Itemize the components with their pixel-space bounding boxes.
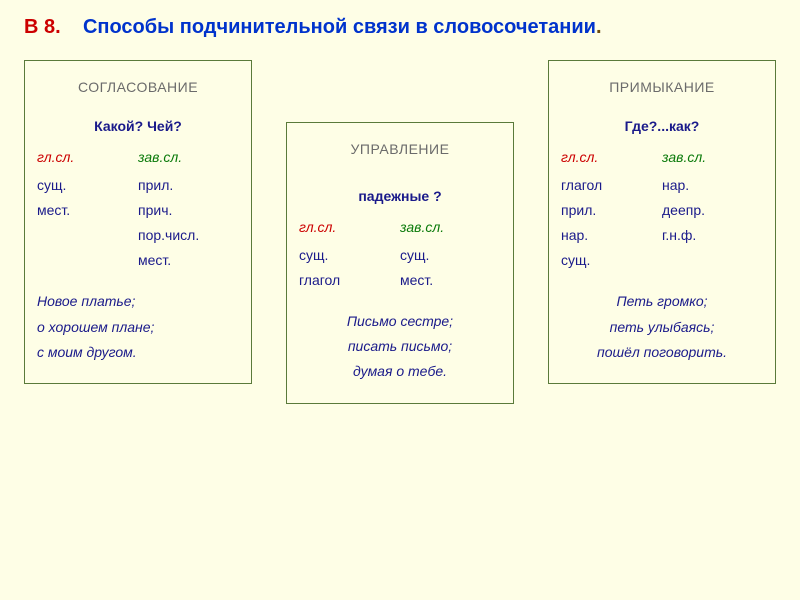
cell: мест.	[37, 198, 138, 223]
header-gl: гл.сл.	[37, 145, 138, 170]
page: В 8. Способы подчинительной связи в слов…	[0, 0, 800, 600]
right-col: нар. деепр. г.н.ф.	[662, 173, 763, 274]
cell: мест.	[138, 248, 239, 273]
cell: сущ.	[37, 173, 138, 198]
title-tail: .	[596, 16, 602, 38]
header-zv: зав.сл.	[662, 145, 763, 170]
box-primykanie-examples: Петь громко; петь улыбаясь; пошёл погово…	[561, 289, 763, 365]
box-soglasovanie: СОГЛАСОВАНИЕ Какой? Чей? гл.сл. зав.сл. …	[24, 60, 252, 384]
left-col: глагол прил. нар. сущ.	[561, 173, 662, 274]
example: Петь громко;	[561, 289, 763, 314]
cell: нар.	[662, 173, 763, 198]
box-upravlenie-title: УПРАВЛЕНИЕ	[299, 137, 501, 162]
right-col: сущ. мест.	[400, 243, 501, 293]
example: Новое платье;	[37, 289, 239, 314]
header-gl: гл.сл.	[561, 145, 662, 170]
cell: мест.	[400, 268, 501, 293]
box-upravlenie-question: падежные ?	[299, 184, 501, 209]
header-gl: гл.сл.	[299, 215, 400, 240]
cell: сущ.	[400, 243, 501, 268]
title-main: Способы подчинительной связи в словосоче…	[83, 16, 596, 38]
cell: прил.	[561, 198, 662, 223]
title-prefix: В 8.	[24, 16, 61, 38]
box-primykanie-grid: глагол прил. нар. сущ. нар. деепр. г.н.ф…	[561, 173, 763, 274]
example: писать письмо;	[299, 334, 501, 359]
cell: прил.	[138, 173, 239, 198]
box-upravlenie-header: гл.сл. зав.сл.	[299, 215, 501, 240]
example: пошёл поговорить.	[561, 340, 763, 365]
example: о хорошем плане;	[37, 315, 239, 340]
box-soglasovanie-examples: Новое платье; о хорошем плане; с моим др…	[37, 289, 239, 365]
header-zv: зав.сл.	[138, 145, 239, 170]
box-upravlenie-examples: Письмо сестре; писать письмо; думая о те…	[299, 309, 501, 385]
box-primykanie-title: ПРИМЫКАНИЕ	[561, 75, 763, 100]
cell: прич.	[138, 198, 239, 223]
left-col: сущ. глагол	[299, 243, 400, 293]
box-primykanie-header: гл.сл. зав.сл.	[561, 145, 763, 170]
example: думая о тебе.	[299, 359, 501, 384]
cell: сущ.	[299, 243, 400, 268]
box-upravlenie: УПРАВЛЕНИЕ падежные ? гл.сл. зав.сл. сущ…	[286, 122, 514, 404]
box-soglasovanie-grid: сущ. мест. прил. прич. пор.числ. мест.	[37, 173, 239, 274]
box-soglasovanie-question: Какой? Чей?	[37, 114, 239, 139]
columns: СОГЛАСОВАНИЕ Какой? Чей? гл.сл. зав.сл. …	[24, 60, 776, 404]
box-soglasovanie-title: СОГЛАСОВАНИЕ	[37, 75, 239, 100]
cell: пор.числ.	[138, 223, 239, 248]
cell: глагол	[561, 173, 662, 198]
box-upravlenie-grid: сущ. глагол сущ. мест.	[299, 243, 501, 293]
cell: сущ.	[561, 248, 662, 273]
box-primykanie-question: Где?...как?	[561, 114, 763, 139]
cell: глагол	[299, 268, 400, 293]
header-zv: зав.сл.	[400, 215, 501, 240]
page-title: В 8. Способы подчинительной связи в слов…	[24, 14, 776, 40]
box-soglasovanie-header: гл.сл. зав.сл.	[37, 145, 239, 170]
example: петь улыбаясь;	[561, 315, 763, 340]
box-primykanie: ПРИМЫКАНИЕ Где?...как? гл.сл. зав.сл. гл…	[548, 60, 776, 384]
right-col: прил. прич. пор.числ. мест.	[138, 173, 239, 274]
cell: г.н.ф.	[662, 223, 763, 248]
example: с моим другом.	[37, 340, 239, 365]
cell: деепр.	[662, 198, 763, 223]
cell: нар.	[561, 223, 662, 248]
example: Письмо сестре;	[299, 309, 501, 334]
left-col: сущ. мест.	[37, 173, 138, 274]
